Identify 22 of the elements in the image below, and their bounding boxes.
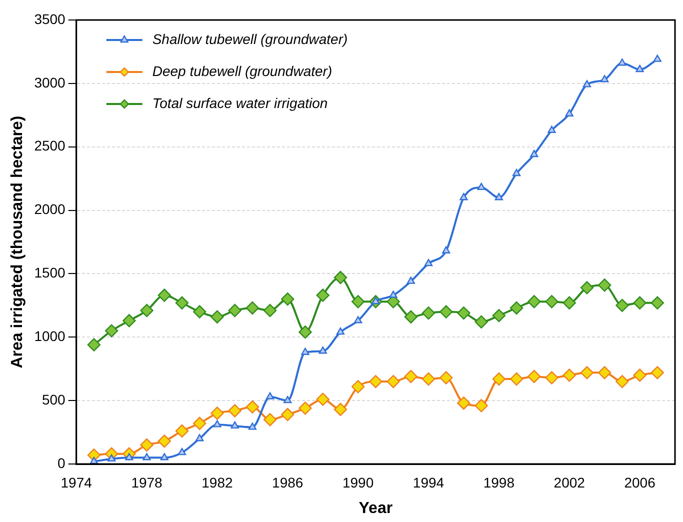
x-tick-label: 1974 bbox=[60, 474, 92, 490]
x-tick-label: 1998 bbox=[483, 474, 515, 490]
x-tick-label: 2002 bbox=[554, 474, 586, 490]
y-tick-label: 0 bbox=[58, 454, 66, 471]
x-tick-label: 1982 bbox=[202, 474, 233, 490]
legend-label: Deep tubewell (groundwater) bbox=[152, 62, 332, 79]
x-tick-label: 1990 bbox=[342, 474, 374, 490]
x-axis-title: Year bbox=[358, 500, 393, 517]
x-tick-label: 2006 bbox=[624, 474, 656, 490]
y-tick-label: 3000 bbox=[34, 74, 66, 90]
y-tick-label: 2000 bbox=[34, 201, 66, 218]
y-tick-label: 500 bbox=[42, 391, 66, 408]
y-tick-label: 1000 bbox=[34, 328, 66, 344]
x-tick-label: 1978 bbox=[131, 474, 163, 490]
y-axis-title: Area irrigated (thousand hectare) bbox=[9, 116, 26, 368]
x-tick-label: 1994 bbox=[412, 474, 444, 490]
y-tick-label: 2500 bbox=[34, 138, 66, 154]
y-tick-label: 3500 bbox=[34, 10, 66, 27]
legend-label: Total surface water irrigation bbox=[152, 94, 328, 111]
y-tick-label: 1500 bbox=[34, 264, 66, 281]
x-tick-label: 1986 bbox=[272, 474, 304, 490]
legend-label: Shallow tubewell (groundwater) bbox=[152, 30, 348, 47]
